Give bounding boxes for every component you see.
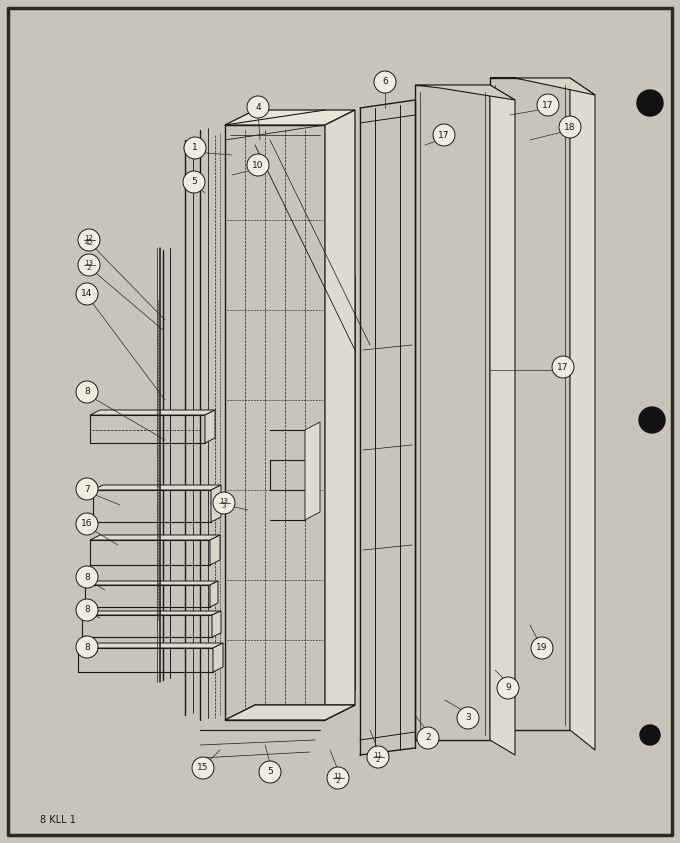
Text: 8: 8 <box>84 605 90 615</box>
Circle shape <box>78 254 100 276</box>
Text: 8: 8 <box>84 388 90 396</box>
Text: 2: 2 <box>87 265 91 271</box>
Circle shape <box>457 707 479 729</box>
Polygon shape <box>570 78 595 750</box>
Text: 15: 15 <box>197 764 209 772</box>
Polygon shape <box>415 85 515 100</box>
Polygon shape <box>490 78 595 95</box>
Circle shape <box>213 492 235 514</box>
Circle shape <box>247 154 269 176</box>
Circle shape <box>78 229 100 251</box>
Polygon shape <box>213 643 223 672</box>
Text: 2: 2 <box>376 757 380 763</box>
Text: 8 KLL 1: 8 KLL 1 <box>40 815 76 825</box>
Text: 5: 5 <box>267 767 273 776</box>
Circle shape <box>531 637 553 659</box>
Polygon shape <box>205 410 215 443</box>
Polygon shape <box>325 110 355 720</box>
Polygon shape <box>210 581 218 607</box>
Polygon shape <box>93 485 221 490</box>
Circle shape <box>76 381 98 403</box>
Circle shape <box>537 94 559 116</box>
Text: 17: 17 <box>557 362 568 372</box>
Text: 7: 7 <box>84 485 90 493</box>
Text: 17: 17 <box>542 100 554 110</box>
Text: 10: 10 <box>252 160 264 169</box>
Circle shape <box>76 566 98 588</box>
Polygon shape <box>85 581 218 585</box>
Text: 13: 13 <box>220 497 228 503</box>
Text: 16: 16 <box>81 519 92 529</box>
Polygon shape <box>210 535 220 565</box>
Circle shape <box>637 90 663 116</box>
Polygon shape <box>305 422 320 520</box>
Circle shape <box>497 677 519 699</box>
Text: 18: 18 <box>564 122 576 132</box>
Text: 14: 14 <box>82 289 92 298</box>
Polygon shape <box>212 611 221 637</box>
Polygon shape <box>225 705 355 720</box>
Text: 4: 4 <box>255 103 261 111</box>
Circle shape <box>552 356 574 378</box>
Circle shape <box>639 407 665 433</box>
Circle shape <box>559 116 581 138</box>
Text: 17: 17 <box>438 131 449 139</box>
Text: 3: 3 <box>222 503 226 509</box>
Circle shape <box>640 725 660 745</box>
Circle shape <box>374 71 396 93</box>
Text: 13: 13 <box>84 260 94 266</box>
Polygon shape <box>225 705 355 720</box>
Text: 1: 1 <box>192 143 198 153</box>
Circle shape <box>367 746 389 768</box>
Circle shape <box>184 137 206 159</box>
Polygon shape <box>90 410 215 415</box>
Circle shape <box>247 96 269 118</box>
Text: 42: 42 <box>84 240 93 246</box>
Polygon shape <box>490 85 515 755</box>
Circle shape <box>433 124 455 146</box>
Circle shape <box>192 757 214 779</box>
Polygon shape <box>90 535 220 540</box>
Polygon shape <box>211 485 221 522</box>
Text: 12: 12 <box>84 234 93 240</box>
Circle shape <box>259 761 281 783</box>
Circle shape <box>327 767 349 789</box>
Text: 2: 2 <box>336 778 340 784</box>
Text: 19: 19 <box>537 643 548 652</box>
Circle shape <box>417 727 439 749</box>
Circle shape <box>76 513 98 535</box>
Polygon shape <box>225 110 355 125</box>
Circle shape <box>183 171 205 193</box>
Polygon shape <box>78 643 223 648</box>
Text: 2: 2 <box>425 733 431 743</box>
Text: 9: 9 <box>505 684 511 692</box>
Text: 6: 6 <box>382 78 388 87</box>
Circle shape <box>76 283 98 305</box>
Circle shape <box>76 478 98 500</box>
Text: 8: 8 <box>84 642 90 652</box>
Text: 11: 11 <box>373 752 382 758</box>
Polygon shape <box>82 611 221 615</box>
Circle shape <box>76 599 98 621</box>
Text: 5: 5 <box>191 178 197 186</box>
Circle shape <box>76 636 98 658</box>
Text: 11: 11 <box>333 772 343 779</box>
Text: 3: 3 <box>465 713 471 722</box>
Text: 8: 8 <box>84 572 90 582</box>
